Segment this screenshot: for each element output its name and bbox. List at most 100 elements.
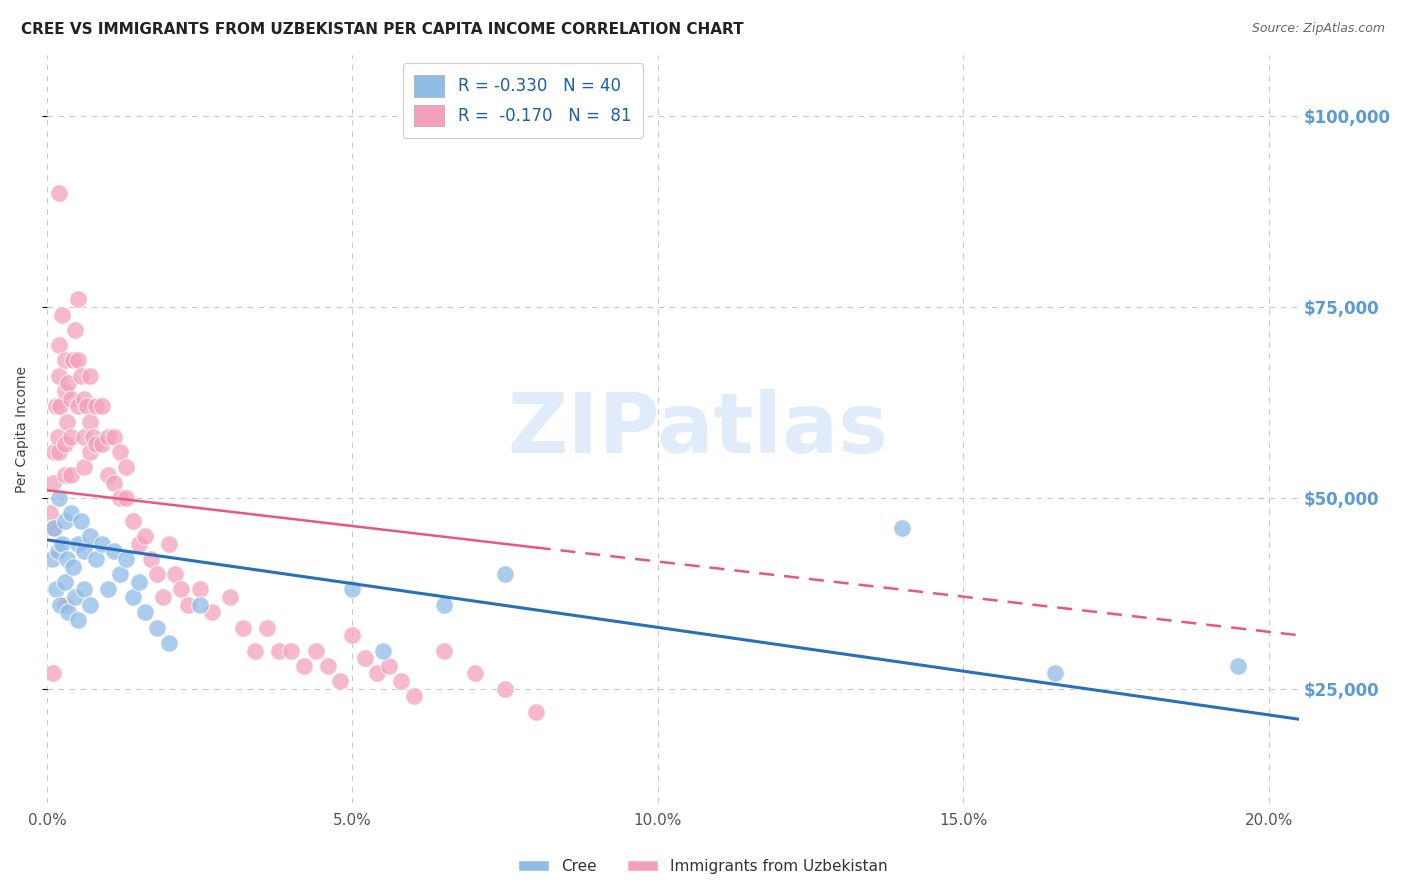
Point — [73, 544, 96, 558]
Point — [231, 621, 253, 635]
Point — [342, 628, 364, 642]
Point — [48, 368, 70, 383]
Point — [66, 293, 89, 307]
Point — [76, 399, 98, 413]
Point — [48, 186, 70, 200]
Point — [79, 415, 101, 429]
Point — [53, 437, 76, 451]
Point — [45, 399, 67, 413]
Point — [45, 582, 67, 597]
Point — [464, 666, 486, 681]
Legend: Cree, Immigrants from Uzbekistan: Cree, Immigrants from Uzbekistan — [512, 853, 894, 880]
Point — [73, 582, 96, 597]
Point — [146, 621, 169, 635]
Point — [84, 552, 107, 566]
Point — [51, 308, 73, 322]
Point — [378, 658, 401, 673]
Point — [48, 445, 70, 459]
Point — [305, 643, 328, 657]
Point — [110, 567, 132, 582]
Point — [73, 430, 96, 444]
Y-axis label: Per Capita Income: Per Capita Income — [15, 366, 30, 492]
Point — [58, 376, 80, 391]
Point — [146, 567, 169, 582]
Text: CREE VS IMMIGRANTS FROM UZBEKISTAN PER CAPITA INCOME CORRELATION CHART: CREE VS IMMIGRANTS FROM UZBEKISTAN PER C… — [21, 22, 744, 37]
Point — [73, 460, 96, 475]
Point — [42, 475, 65, 490]
Point — [188, 598, 211, 612]
Point — [128, 537, 150, 551]
Point — [63, 323, 86, 337]
Point — [121, 590, 143, 604]
Point — [69, 368, 91, 383]
Point — [66, 399, 89, 413]
Point — [110, 445, 132, 459]
Point — [188, 582, 211, 597]
Point — [48, 491, 70, 505]
Point — [115, 552, 138, 566]
Point — [134, 529, 156, 543]
Point — [1227, 658, 1250, 673]
Point — [366, 666, 388, 681]
Point — [69, 514, 91, 528]
Point — [66, 537, 89, 551]
Point — [157, 537, 180, 551]
Point — [316, 658, 339, 673]
Point — [280, 643, 302, 657]
Point — [103, 475, 125, 490]
Point — [44, 521, 66, 535]
Point — [494, 567, 516, 582]
Point — [433, 598, 456, 612]
Point — [103, 544, 125, 558]
Point — [58, 606, 80, 620]
Point — [60, 430, 83, 444]
Point — [62, 353, 84, 368]
Point — [342, 582, 364, 597]
Point — [44, 445, 66, 459]
Point — [103, 430, 125, 444]
Point — [79, 445, 101, 459]
Point — [269, 643, 291, 657]
Point — [41, 552, 63, 566]
Point — [49, 399, 72, 413]
Point — [84, 437, 107, 451]
Point — [329, 674, 352, 689]
Point — [46, 544, 69, 558]
Point — [121, 514, 143, 528]
Point — [63, 590, 86, 604]
Point — [53, 574, 76, 589]
Point — [60, 392, 83, 406]
Point — [53, 598, 76, 612]
Point — [433, 643, 456, 657]
Point — [53, 384, 76, 398]
Point — [201, 606, 224, 620]
Point — [134, 606, 156, 620]
Point — [219, 590, 242, 604]
Point — [91, 437, 114, 451]
Point — [82, 430, 104, 444]
Point — [60, 467, 83, 482]
Point — [128, 574, 150, 589]
Point — [53, 514, 76, 528]
Point — [157, 636, 180, 650]
Point — [46, 430, 69, 444]
Point — [39, 506, 62, 520]
Point — [176, 598, 198, 612]
Point — [152, 590, 174, 604]
Point — [389, 674, 412, 689]
Point — [97, 467, 120, 482]
Point — [524, 705, 547, 719]
Point — [91, 537, 114, 551]
Point — [97, 430, 120, 444]
Point — [53, 467, 76, 482]
Point — [42, 666, 65, 681]
Point — [1043, 666, 1066, 681]
Point — [115, 491, 138, 505]
Point — [48, 338, 70, 352]
Point — [170, 582, 193, 597]
Point — [402, 690, 425, 704]
Point — [110, 491, 132, 505]
Point — [79, 598, 101, 612]
Point — [371, 643, 394, 657]
Point — [84, 399, 107, 413]
